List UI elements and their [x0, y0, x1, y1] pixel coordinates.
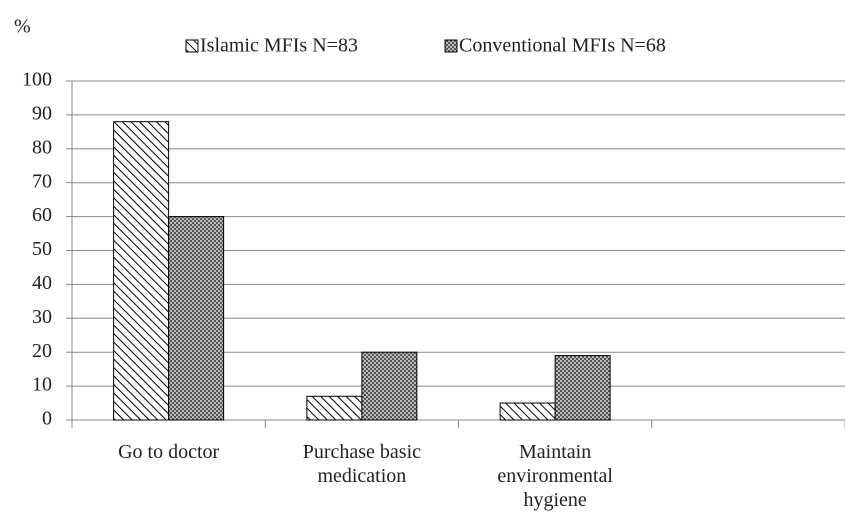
- y-tick-label: 20: [32, 340, 52, 362]
- y-tick-label: 10: [32, 374, 52, 396]
- y-tick-label: 40: [32, 272, 52, 294]
- x-tick-label: Purchase basic medication: [302, 441, 422, 487]
- legend-swatch: [444, 39, 458, 53]
- x-tick-label: Maintain environmental hygiene: [497, 441, 613, 511]
- y-tick-label: 0: [42, 408, 52, 430]
- y-tick-label: 50: [32, 238, 52, 260]
- bar: [168, 216, 225, 421]
- bar: [113, 121, 170, 421]
- bar: [499, 402, 556, 421]
- x-tick-label: Go to doctor: [118, 441, 220, 463]
- y-tick-label: 70: [32, 170, 52, 192]
- bar: [554, 355, 611, 421]
- y-tick-label: 60: [32, 204, 52, 226]
- legend-label: Conventional MFIs N=68: [459, 35, 666, 57]
- legend-label: Islamic MFIs N=83: [200, 35, 358, 57]
- y-axis-label: %: [14, 16, 31, 38]
- bar: [306, 395, 363, 421]
- y-tick-label: 90: [32, 102, 52, 124]
- y-tick-label: 30: [32, 306, 52, 328]
- y-tick-label: 100: [22, 69, 52, 91]
- legend-swatch: [185, 39, 199, 53]
- bar: [361, 351, 418, 421]
- y-tick-label: 80: [32, 136, 52, 158]
